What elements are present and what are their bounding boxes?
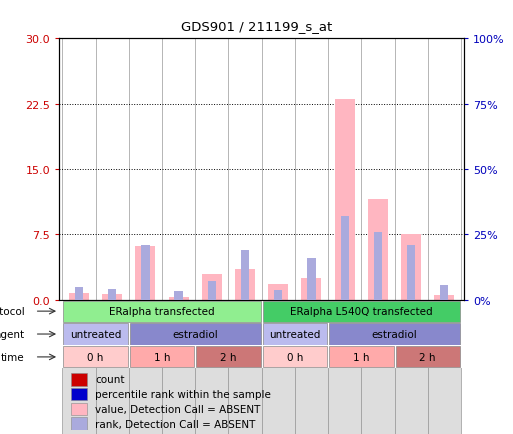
Bar [262,300,295,434]
Text: 1 h: 1 h [154,352,170,362]
Bar [263,347,327,368]
Bar [407,245,415,300]
Text: rank, Detection Call = ABSENT: rank, Detection Call = ABSENT [95,418,256,428]
Text: untreated: untreated [269,329,321,339]
Bar [141,245,149,300]
Text: 2 h: 2 h [420,352,436,362]
Bar [162,300,195,434]
Text: protocol: protocol [0,306,25,316]
Text: percentile rank within the sample: percentile rank within the sample [95,389,271,399]
Text: 0 h: 0 h [287,352,303,362]
Bar [202,274,222,300]
Bar [268,284,288,300]
Bar [174,292,183,300]
Bar [69,293,89,300]
Bar [374,232,382,300]
Bar [328,300,361,434]
Bar [75,287,83,300]
Text: untreated: untreated [70,329,121,339]
Bar [394,300,428,434]
Bar [130,347,194,368]
Bar [108,289,116,300]
Bar [95,300,129,434]
Text: 1 h: 1 h [353,352,369,362]
Bar [196,347,261,368]
Text: time: time [1,352,25,362]
Bar [235,270,255,300]
Bar [71,403,87,415]
Bar [102,294,122,300]
Bar [361,300,394,434]
Text: value, Detection Call = ABSENT: value, Detection Call = ABSENT [95,404,261,414]
Bar [63,324,128,345]
Bar [302,278,322,300]
Bar [401,235,421,300]
Bar [295,300,328,434]
Bar [169,297,189,300]
Bar [274,290,282,300]
Bar [263,324,327,345]
Bar [130,324,261,345]
Bar [263,301,460,322]
Text: GDS901 / 211199_s_at: GDS901 / 211199_s_at [181,20,332,33]
Text: agent: agent [0,329,25,339]
Text: estradiol: estradiol [172,329,218,339]
Bar [228,300,262,434]
Bar [208,281,216,300]
Bar [76,296,82,300]
Bar [334,100,354,300]
Bar [341,217,349,300]
Bar [195,300,228,434]
Bar [368,200,388,300]
Bar [428,300,461,434]
Text: 0 h: 0 h [87,352,104,362]
Bar [135,246,155,300]
Bar [63,347,128,368]
Text: ERalpha transfected: ERalpha transfected [109,306,215,316]
Bar [71,388,87,400]
Bar [440,286,448,300]
Bar [241,250,249,300]
Bar [329,347,393,368]
Bar [63,301,261,322]
Text: ERalpha L540Q transfected: ERalpha L540Q transfected [290,306,432,316]
Bar [435,296,455,300]
Bar [71,418,87,430]
Bar [71,373,87,386]
Bar [307,258,315,300]
Bar [109,296,115,300]
Text: count: count [95,375,125,385]
Text: estradiol: estradiol [371,329,418,339]
Text: 2 h: 2 h [220,352,236,362]
Bar [396,347,460,368]
Bar [129,300,162,434]
Bar [329,324,460,345]
Bar [62,300,95,434]
